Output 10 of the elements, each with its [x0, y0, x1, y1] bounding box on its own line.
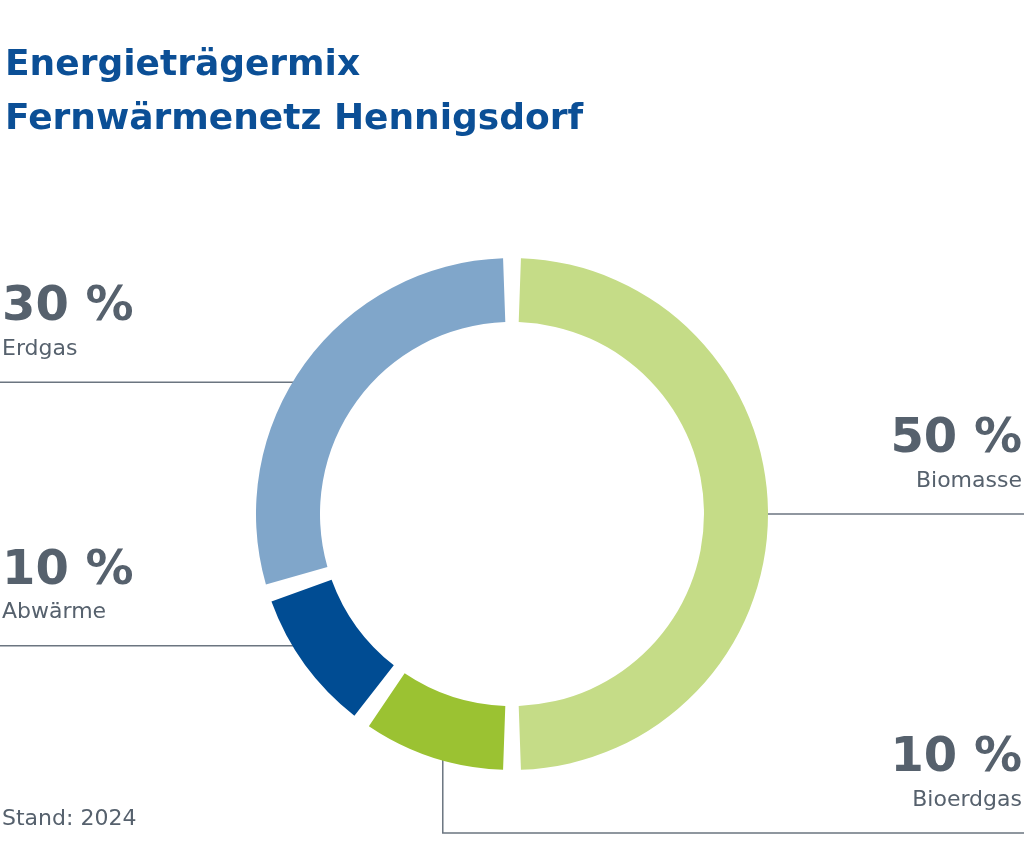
data-label: 30 %	[2, 275, 134, 332]
text: Stand: 2024	[2, 804, 137, 830]
data-label: 10 %	[890, 726, 1022, 782]
data-label: 50 %	[890, 407, 1022, 463]
chart-title: Energieträgermix Fernwärmenetz Hennigsdorf	[5, 41, 584, 137]
slice-label: Bioerdgas	[912, 785, 1022, 811]
data-label: 10 %	[2, 538, 134, 595]
slice-label: Biomasse	[915, 466, 1022, 492]
slice-label: Erdgas	[2, 334, 78, 360]
slice-label: Abwärme	[2, 598, 107, 624]
